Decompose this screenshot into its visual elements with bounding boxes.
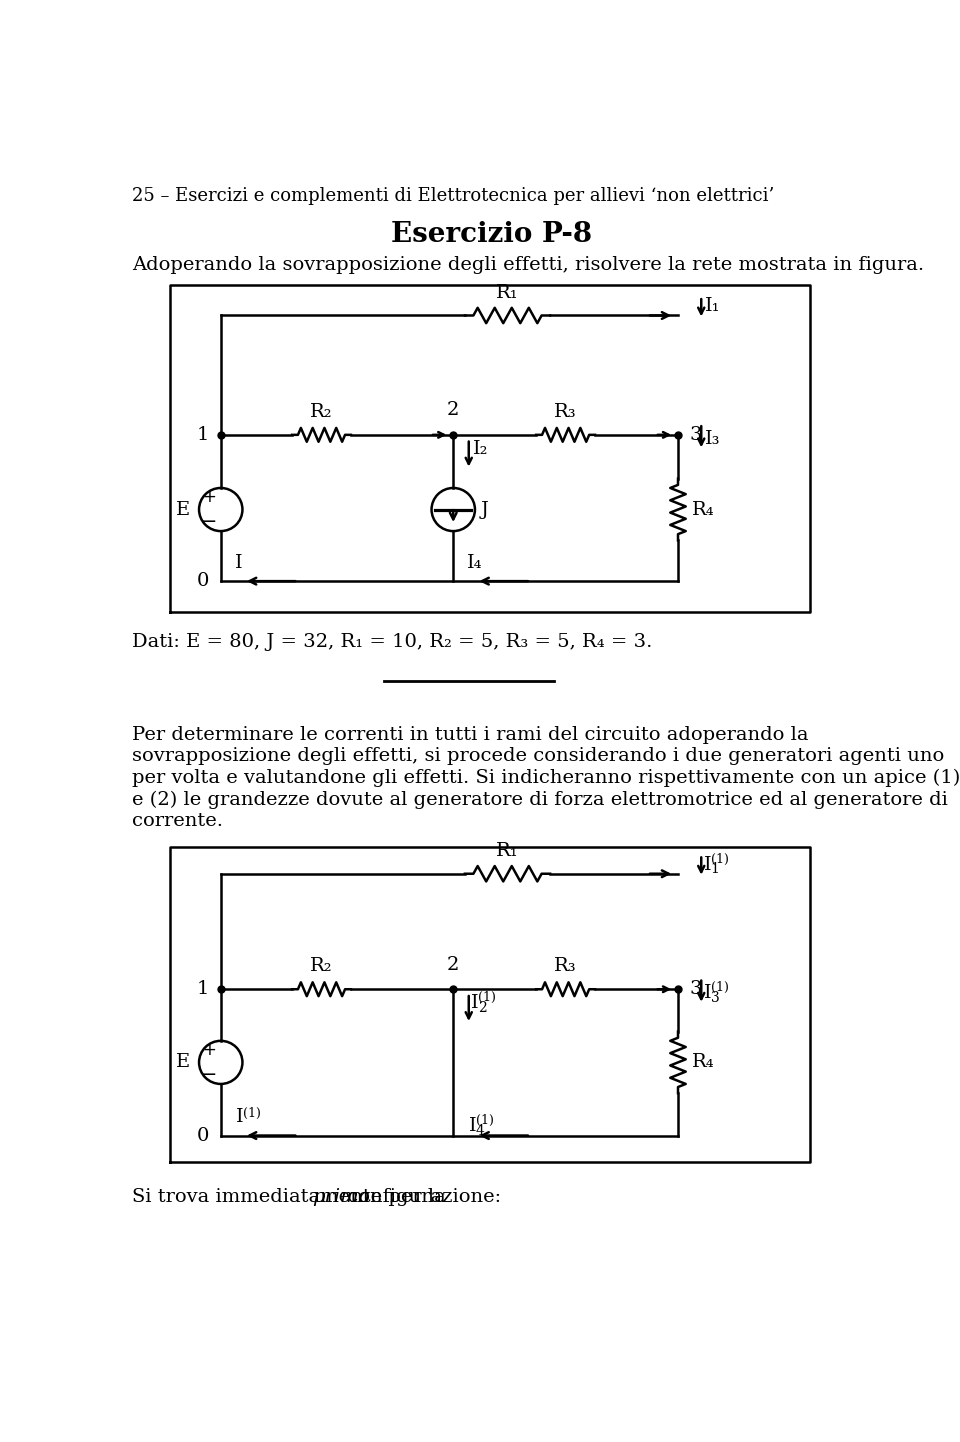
Text: +: + xyxy=(203,1041,216,1058)
Text: 2: 2 xyxy=(447,956,460,973)
Text: Per determinare le correnti in tutti i rami del circuito adoperando la: Per determinare le correnti in tutti i r… xyxy=(132,725,808,744)
Text: 1: 1 xyxy=(197,425,209,444)
Text: Si trova immediatamente per la: Si trova immediatamente per la xyxy=(132,1188,451,1206)
Text: (1): (1) xyxy=(243,1107,261,1120)
Text: −: − xyxy=(201,1066,217,1084)
Text: per volta e valutandone gli effetti. Si indicheranno rispettivamente con un apic: per volta e valutandone gli effetti. Si … xyxy=(132,769,960,787)
Text: 0: 0 xyxy=(197,1126,209,1145)
Text: (1): (1) xyxy=(710,852,729,865)
Text: R₄: R₄ xyxy=(692,1054,714,1071)
Text: corrente.: corrente. xyxy=(132,812,223,831)
Text: 2: 2 xyxy=(447,401,460,420)
Text: (1): (1) xyxy=(710,981,729,994)
Text: 4: 4 xyxy=(476,1123,485,1138)
Text: I: I xyxy=(468,1118,476,1135)
Text: 3: 3 xyxy=(689,425,702,444)
Text: +: + xyxy=(203,489,216,506)
Text: 1: 1 xyxy=(710,862,719,877)
Text: R₂: R₂ xyxy=(310,957,333,975)
Text: −: − xyxy=(201,512,217,531)
Text: configurazione:: configurazione: xyxy=(341,1188,501,1206)
Text: I₄: I₄ xyxy=(468,554,483,572)
Text: I: I xyxy=(471,994,479,1012)
Text: I₂: I₂ xyxy=(472,440,488,457)
Text: J: J xyxy=(480,500,489,519)
Text: Adoperando la sovrapposizione degli effetti, risolvere la rete mostrata in figur: Adoperando la sovrapposizione degli effe… xyxy=(132,257,924,274)
Text: 2: 2 xyxy=(478,1001,487,1015)
Text: 0: 0 xyxy=(197,572,209,590)
Text: I: I xyxy=(236,1109,244,1126)
Text: sovrapposizione degli effetti, si procede considerando i due generatori agenti u: sovrapposizione degli effetti, si proced… xyxy=(132,747,944,766)
Text: 1: 1 xyxy=(197,981,209,998)
Text: 25 – Esercizi e complementi di Elettrotecnica per allievi ‘non elettrici’: 25 – Esercizi e complementi di Elettrote… xyxy=(132,187,774,205)
Text: Esercizio P-8: Esercizio P-8 xyxy=(392,221,592,248)
Text: R₂: R₂ xyxy=(310,402,333,421)
Text: E: E xyxy=(176,500,190,519)
Text: R₃: R₃ xyxy=(554,402,577,421)
Text: e (2) le grandezze dovute al generatore di forza elettromotrice ed al generatore: e (2) le grandezze dovute al generatore … xyxy=(132,790,948,809)
Text: (1): (1) xyxy=(478,991,496,1004)
Text: I₁: I₁ xyxy=(706,297,721,316)
Text: I: I xyxy=(704,983,711,1002)
Text: (1): (1) xyxy=(476,1115,493,1128)
Text: R₁: R₁ xyxy=(496,842,518,859)
Text: I: I xyxy=(234,554,242,572)
Text: E: E xyxy=(176,1054,190,1071)
Text: prima: prima xyxy=(312,1188,370,1206)
Text: Dati: E = 80, J = 32, R₁ = 10, R₂ = 5, R₃ = 5, R₄ = 3.: Dati: E = 80, J = 32, R₁ = 10, R₂ = 5, R… xyxy=(132,633,652,652)
Text: I: I xyxy=(704,855,711,874)
Text: R₃: R₃ xyxy=(554,957,577,975)
Text: R₁: R₁ xyxy=(496,284,518,301)
Text: R₄: R₄ xyxy=(692,500,714,519)
Text: 3: 3 xyxy=(689,981,702,998)
Text: 3: 3 xyxy=(710,991,719,1005)
Text: I₃: I₃ xyxy=(706,430,721,447)
